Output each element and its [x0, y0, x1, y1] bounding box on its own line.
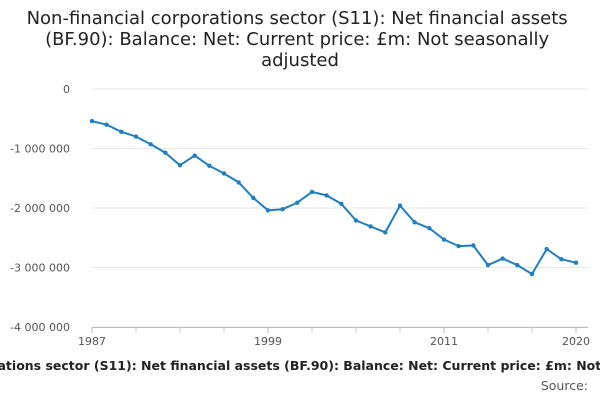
data-point	[119, 129, 124, 135]
data-point	[515, 262, 520, 268]
data-point	[412, 220, 417, 225]
data-point	[309, 189, 315, 195]
data-point	[89, 118, 95, 124]
data-point	[559, 256, 564, 262]
data-point	[383, 230, 388, 235]
x-axis: 1987 1999 2011 2020	[78, 327, 590, 348]
data-point	[192, 153, 197, 158]
data-point	[324, 193, 329, 198]
data-point	[133, 134, 139, 139]
x-tick-label: 2011	[430, 335, 458, 348]
data-point	[397, 203, 403, 208]
x-tick-label: 1999	[254, 335, 282, 348]
y-tick-label: -3 000 000	[10, 262, 70, 275]
data-point	[441, 237, 447, 242]
data-point	[368, 224, 373, 229]
data-point	[104, 122, 109, 127]
y-axis: 0 -1 000 000 -2 000 000 -3 000 000 -4 000 00…	[10, 83, 70, 334]
data-point	[529, 271, 535, 277]
chart-title-line: Non-financial corporations sector (S11):…	[27, 8, 568, 29]
footer-caption-group: Non-financial corporations sector (S11):…	[0, 358, 600, 373]
data-point	[265, 208, 271, 213]
chart-title: Non-financial corporations sector (S11):…	[27, 8, 574, 71]
source-label: Source:	[541, 378, 588, 393]
data-point	[251, 195, 256, 201]
data-point	[280, 206, 285, 212]
data-point	[163, 150, 168, 155]
data-point	[207, 163, 212, 168]
y-tick-label: -2 000 000	[10, 202, 70, 215]
data-point	[485, 262, 491, 268]
y-tick-label: -4 000 000	[10, 321, 70, 334]
x-tick-label: 1987	[78, 335, 106, 348]
data-point	[221, 171, 227, 176]
y-tick-label: 0	[63, 83, 70, 96]
data-point	[177, 162, 183, 168]
data-point	[295, 200, 300, 205]
data-point	[148, 142, 153, 147]
series	[89, 118, 579, 277]
data-point	[456, 243, 461, 249]
footer-caption: Non-financial corporations sector (S11):…	[0, 358, 600, 373]
data-point	[427, 226, 432, 231]
chart-title-line: (BF.90): Balance: Net: Current price: £m…	[45, 29, 549, 50]
data-point	[339, 201, 344, 207]
y-tick-label: -1 000 000	[10, 143, 70, 156]
series-line	[91, 120, 577, 275]
x-tick-label: 2020	[562, 335, 590, 348]
data-point	[236, 180, 241, 185]
gridlines	[92, 88, 588, 328]
data-point	[544, 246, 549, 252]
data-point	[500, 256, 505, 261]
chart-title-line: adjusted	[261, 50, 339, 71]
data-point	[471, 243, 476, 248]
data-point	[573, 260, 579, 265]
data-point	[353, 218, 359, 223]
